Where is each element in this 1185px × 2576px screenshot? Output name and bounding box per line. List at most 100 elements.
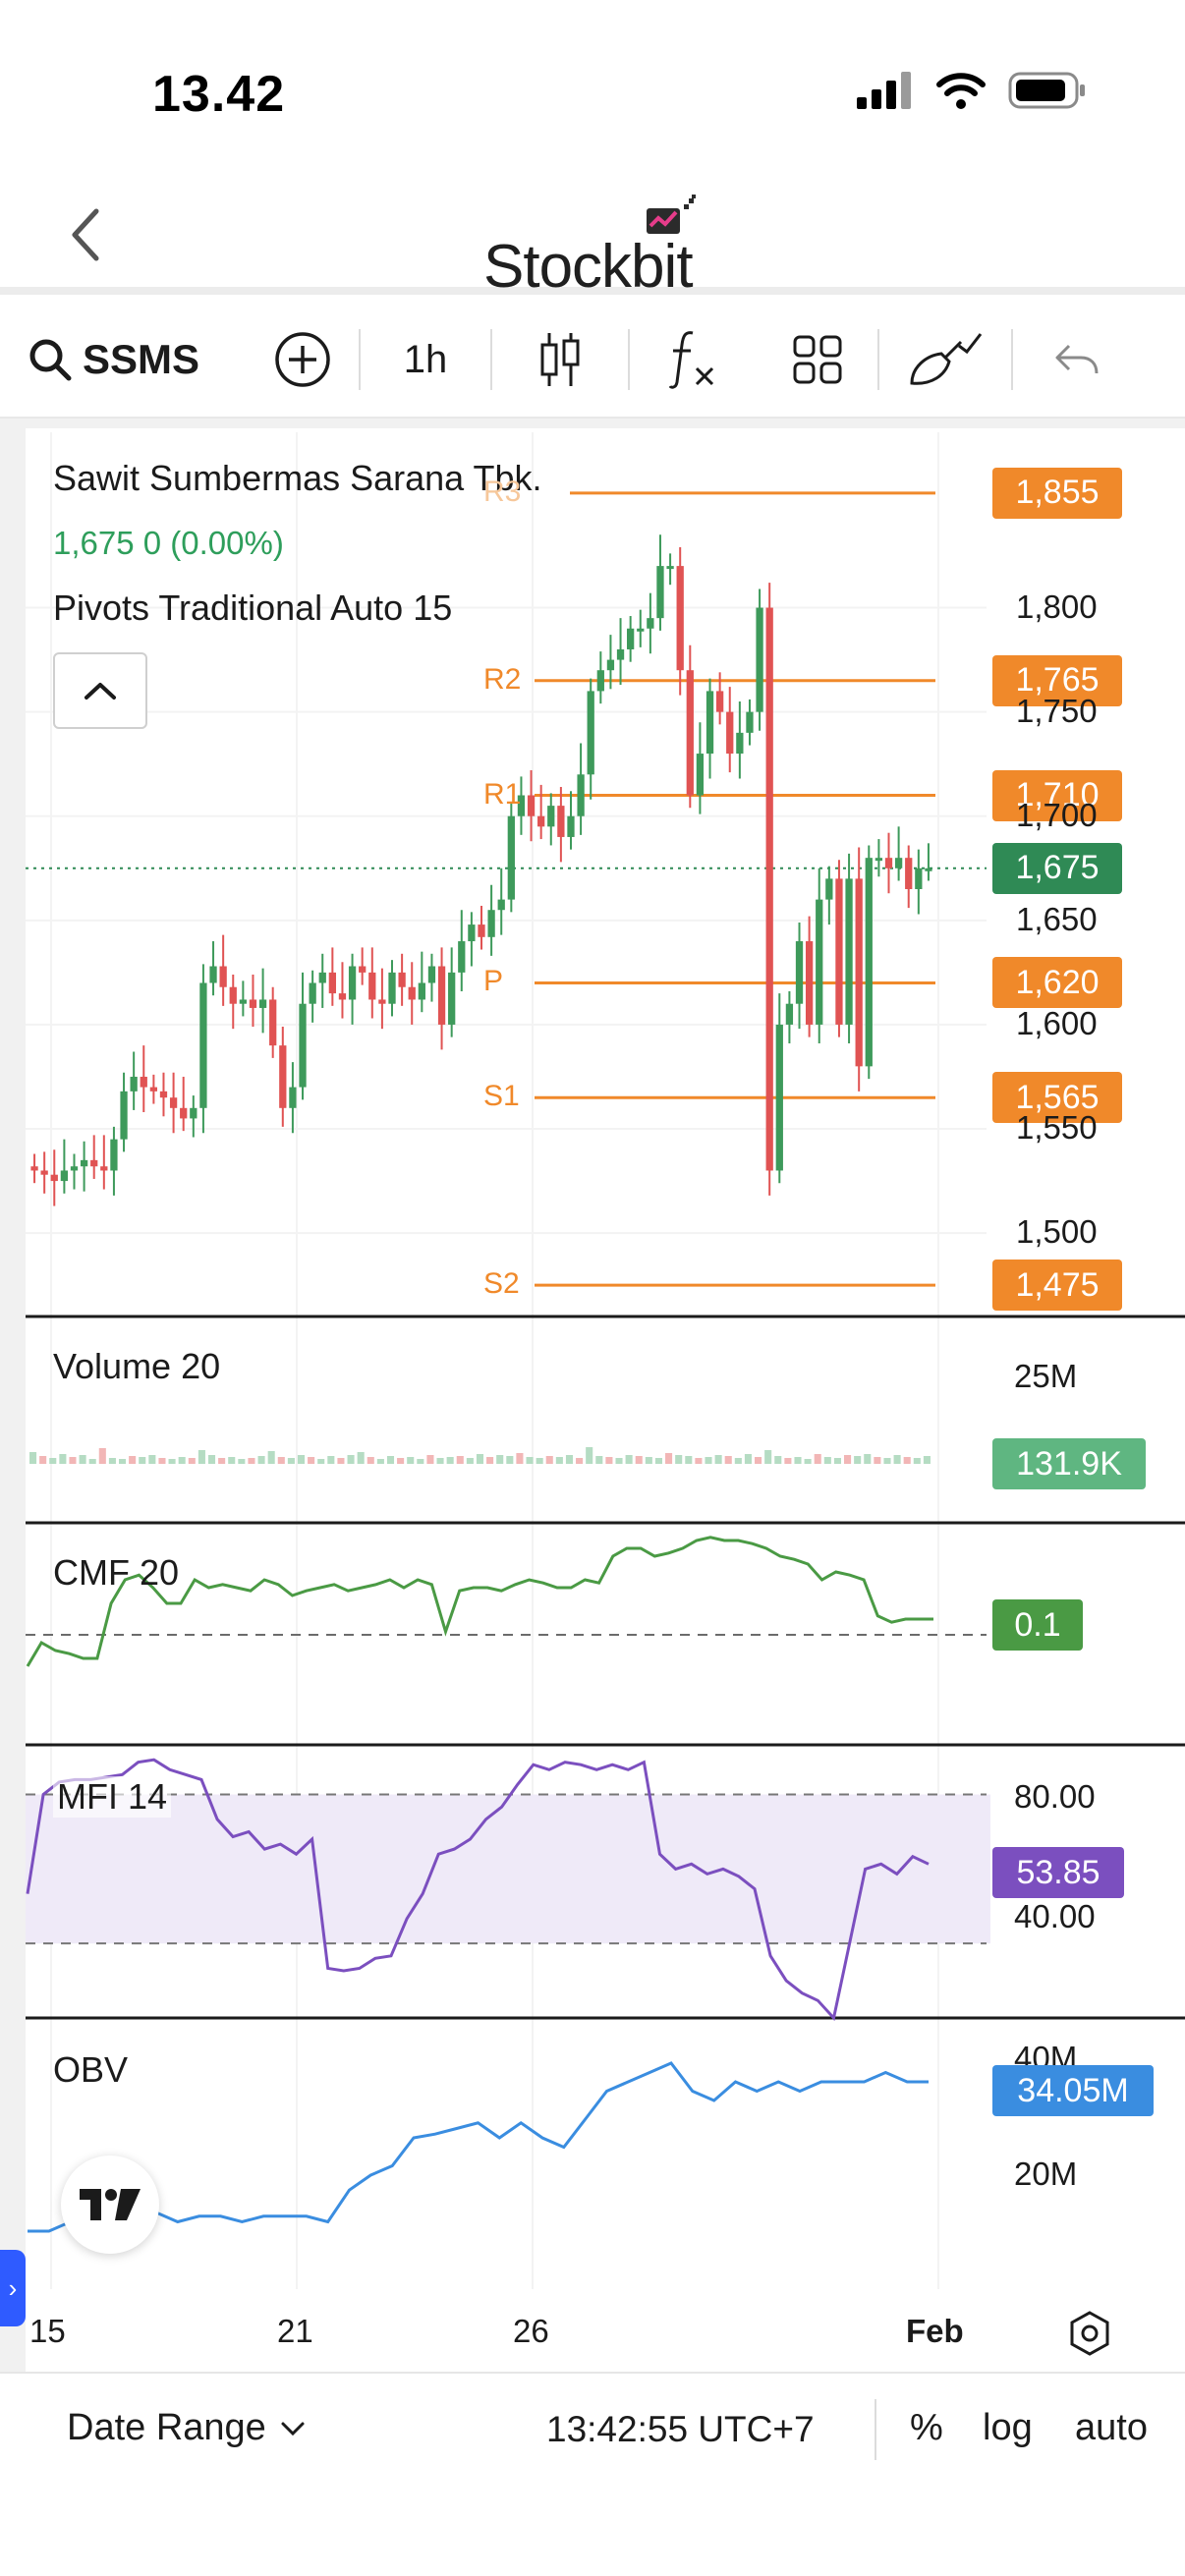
chevron-up-icon bbox=[85, 683, 116, 700]
candle-body bbox=[736, 732, 744, 755]
volume-bar bbox=[804, 1459, 812, 1464]
candle-body bbox=[676, 566, 684, 671]
candle-body bbox=[596, 670, 604, 692]
volume-bar bbox=[59, 1454, 67, 1464]
drawing-brush-icon bbox=[910, 333, 983, 385]
volume-bar bbox=[357, 1452, 365, 1464]
toolbar-divider bbox=[359, 329, 361, 390]
candle-body bbox=[249, 999, 257, 1008]
volume-bar bbox=[446, 1457, 454, 1464]
candle-body bbox=[616, 648, 625, 660]
volume-bar bbox=[536, 1458, 543, 1464]
chart-settings-button[interactable] bbox=[1065, 2309, 1114, 2358]
volume-bar bbox=[207, 1455, 216, 1464]
candle-body bbox=[517, 795, 526, 816]
volume-bar bbox=[118, 1459, 127, 1464]
candle-body bbox=[318, 972, 326, 983]
volume-bar bbox=[724, 1456, 732, 1464]
candle-body bbox=[368, 972, 376, 1000]
compare-add-button[interactable] bbox=[246, 302, 359, 418]
volume-bar bbox=[605, 1457, 613, 1464]
volume-bar bbox=[347, 1455, 355, 1464]
pivot-price-tag-r3: 1,855 bbox=[992, 467, 1122, 519]
footer-divider bbox=[875, 2399, 876, 2460]
undo-button[interactable] bbox=[1013, 302, 1141, 418]
volume-bar bbox=[923, 1456, 931, 1464]
auto-scale-toggle[interactable]: auto bbox=[1075, 2407, 1148, 2448]
log-scale-toggle[interactable]: log bbox=[983, 2407, 1033, 2448]
volume-bar bbox=[714, 1455, 722, 1464]
candle-body bbox=[180, 1107, 188, 1119]
volume-bar bbox=[654, 1458, 662, 1464]
candle-body bbox=[328, 972, 336, 994]
candle-body bbox=[835, 878, 843, 1025]
indicators-button[interactable] bbox=[630, 302, 758, 418]
wifi-icon bbox=[936, 73, 986, 109]
logo-mark-icon bbox=[647, 195, 696, 234]
back-button[interactable] bbox=[55, 200, 114, 269]
mfi-pane-label[interactable]: MFI 14 bbox=[53, 1776, 172, 1818]
status-bar: 13.42 bbox=[0, 0, 1185, 177]
candle-body bbox=[159, 1091, 168, 1098]
obv-line bbox=[28, 2061, 929, 2233]
legend-collapse-button[interactable] bbox=[53, 652, 147, 729]
volume-bar bbox=[645, 1457, 652, 1464]
candle-body bbox=[537, 815, 545, 827]
pivots-indicator-label[interactable]: Pivots Traditional Auto 15 bbox=[53, 588, 453, 628]
volume-bar bbox=[386, 1456, 395, 1464]
add-circle-icon bbox=[274, 332, 330, 387]
date-range-button[interactable]: Date Range bbox=[67, 2407, 306, 2449]
candle-body bbox=[705, 691, 714, 755]
volume-bar bbox=[327, 1456, 335, 1464]
volume-bar bbox=[625, 1455, 633, 1464]
volume-bar bbox=[88, 1459, 96, 1464]
candle-body bbox=[884, 858, 893, 868]
drawing-tools-button[interactable] bbox=[879, 302, 1011, 418]
chart-card[interactable] bbox=[26, 428, 1185, 2372]
interval-button[interactable]: 1h bbox=[361, 302, 490, 418]
volume-bar bbox=[49, 1458, 57, 1464]
chart-footer: Date Range 13:42:55 UTC+7 % log auto bbox=[0, 2372, 1185, 2478]
volume-bar bbox=[367, 1457, 374, 1464]
cmf-pane-label[interactable]: CMF 20 bbox=[53, 1552, 180, 1593]
candle-body bbox=[478, 924, 485, 937]
candle-body bbox=[418, 982, 425, 1000]
candle-body bbox=[547, 806, 555, 827]
percent-scale-toggle[interactable]: % bbox=[910, 2407, 943, 2448]
candle-body bbox=[229, 986, 237, 1004]
time-zone-clock[interactable]: 13:42:55 UTC+7 bbox=[546, 2409, 815, 2449]
volume-bar bbox=[913, 1458, 921, 1464]
side-panel-toggle[interactable]: › bbox=[0, 2250, 26, 2326]
chart-type-button[interactable] bbox=[492, 302, 628, 418]
x-axis-label: 21 bbox=[277, 2313, 313, 2349]
pivot-label-r1: R1 bbox=[483, 777, 522, 811]
pivot-label-p: P bbox=[483, 965, 504, 998]
candle-body bbox=[696, 754, 705, 796]
volume-bar bbox=[486, 1457, 494, 1464]
volume-bar bbox=[545, 1456, 553, 1464]
layout-button[interactable] bbox=[758, 302, 877, 418]
settings-hexagon-icon bbox=[1070, 2311, 1109, 2356]
volume-bar bbox=[864, 1454, 872, 1464]
volume-bar bbox=[79, 1455, 86, 1464]
candle-body bbox=[359, 966, 367, 973]
tradingview-logo[interactable] bbox=[61, 2156, 159, 2254]
volume-bar bbox=[883, 1458, 891, 1464]
mfi-band-fill bbox=[26, 1794, 990, 1944]
volume-bar bbox=[466, 1458, 474, 1464]
obv-pane-label[interactable]: OBV bbox=[53, 2049, 129, 2090]
tradingview-icon bbox=[80, 2189, 141, 2220]
volume-bar bbox=[397, 1458, 405, 1464]
candle-body bbox=[140, 1076, 147, 1088]
volume-pane-label[interactable]: Volume 20 bbox=[53, 1346, 221, 1386]
price-change: 1,675 0 (0.00%) bbox=[53, 525, 284, 561]
symbol-search-button[interactable]: SSMS bbox=[0, 302, 246, 418]
volume-bar bbox=[407, 1457, 415, 1464]
candle-body bbox=[309, 982, 316, 1004]
chart-canvas[interactable] bbox=[0, 0, 1185, 2372]
candle-body bbox=[40, 1170, 48, 1175]
toolbar-divider bbox=[877, 329, 879, 390]
candle-body bbox=[149, 1087, 158, 1092]
volume-bar bbox=[426, 1455, 434, 1464]
candle-body bbox=[567, 815, 575, 837]
